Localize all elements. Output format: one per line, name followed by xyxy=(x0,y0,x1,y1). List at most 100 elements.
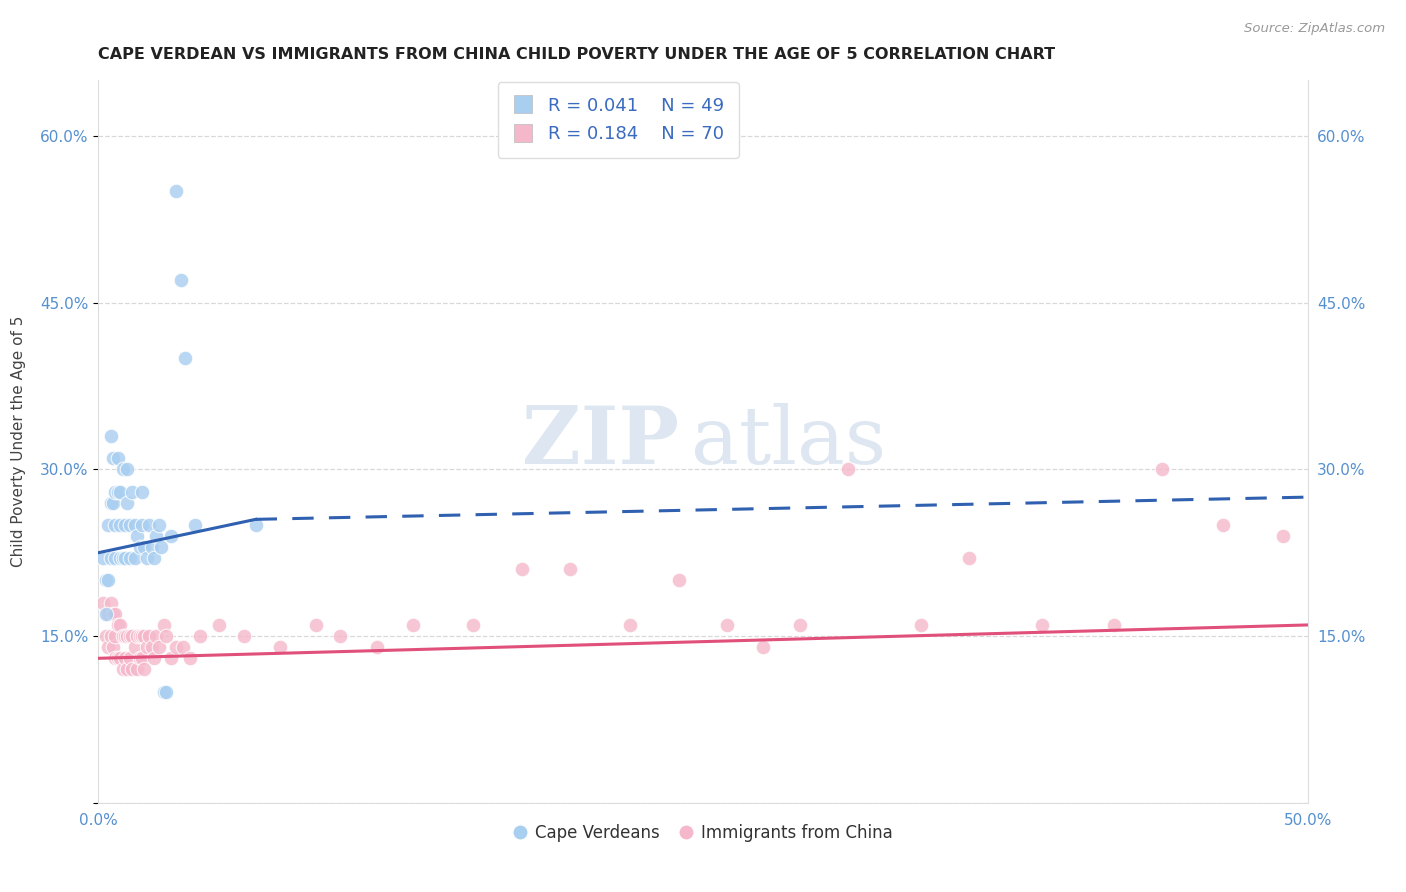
Point xyxy=(111,462,134,476)
Point xyxy=(165,640,187,655)
Point xyxy=(104,651,127,665)
Point xyxy=(107,484,129,499)
Point xyxy=(114,629,136,643)
Legend: Cape Verdeans, Immigrants from China: Cape Verdeans, Immigrants from China xyxy=(506,817,900,848)
Point xyxy=(131,484,153,499)
Point xyxy=(117,629,139,643)
Point xyxy=(100,551,122,566)
Text: ZIP: ZIP xyxy=(522,402,679,481)
Point xyxy=(118,629,141,643)
Point xyxy=(837,462,859,476)
Point xyxy=(121,484,143,499)
Point xyxy=(668,574,690,588)
Point xyxy=(143,551,166,566)
Point xyxy=(134,540,156,554)
Point xyxy=(107,618,129,632)
Point xyxy=(101,607,124,621)
Point xyxy=(124,640,146,655)
Point xyxy=(117,462,139,476)
Point xyxy=(172,640,194,655)
Point xyxy=(97,517,120,532)
Point xyxy=(114,651,136,665)
Point xyxy=(510,562,533,576)
Point xyxy=(135,640,157,655)
Text: Source: ZipAtlas.com: Source: ZipAtlas.com xyxy=(1244,22,1385,36)
Point xyxy=(135,551,157,566)
Point xyxy=(127,529,149,543)
Point xyxy=(97,640,120,655)
Point xyxy=(94,607,117,621)
Point xyxy=(152,618,174,632)
Point xyxy=(138,517,160,532)
Point xyxy=(128,651,150,665)
Point xyxy=(232,629,254,643)
Point xyxy=(128,629,150,643)
Point xyxy=(160,651,183,665)
Point xyxy=(141,640,163,655)
Text: atlas: atlas xyxy=(690,402,886,481)
Point xyxy=(114,551,136,566)
Point xyxy=(1152,462,1174,476)
Point xyxy=(131,517,153,532)
Point xyxy=(91,551,114,566)
Point xyxy=(91,596,114,610)
Text: CAPE VERDEAN VS IMMIGRANTS FROM CHINA CHILD POVERTY UNDER THE AGE OF 5 CORRELATI: CAPE VERDEAN VS IMMIGRANTS FROM CHINA CH… xyxy=(98,47,1056,62)
Point xyxy=(104,517,127,532)
Point xyxy=(128,540,150,554)
Point xyxy=(752,640,775,655)
Point xyxy=(160,529,183,543)
Point xyxy=(910,618,932,632)
Point xyxy=(104,484,127,499)
Point xyxy=(619,618,641,632)
Point xyxy=(188,629,211,643)
Point xyxy=(155,629,177,643)
Point xyxy=(174,351,197,366)
Point xyxy=(94,574,117,588)
Point xyxy=(305,618,328,632)
Point xyxy=(97,607,120,621)
Point xyxy=(148,640,170,655)
Point xyxy=(957,551,980,566)
Point xyxy=(134,629,156,643)
Point xyxy=(104,551,127,566)
Point xyxy=(131,629,153,643)
Point xyxy=(108,551,131,566)
Point xyxy=(94,629,117,643)
Point xyxy=(245,517,267,532)
Point xyxy=(155,684,177,698)
Point xyxy=(108,484,131,499)
Point xyxy=(184,517,207,532)
Point xyxy=(131,651,153,665)
Point xyxy=(118,517,141,532)
Point xyxy=(121,662,143,676)
Point xyxy=(111,551,134,566)
Point xyxy=(118,651,141,665)
Point xyxy=(101,496,124,510)
Point xyxy=(558,562,581,576)
Point xyxy=(145,629,167,643)
Point xyxy=(111,629,134,643)
Point xyxy=(789,618,811,632)
Y-axis label: Child Poverty Under the Age of 5: Child Poverty Under the Age of 5 xyxy=(11,316,27,567)
Point xyxy=(124,517,146,532)
Point xyxy=(716,618,738,632)
Point xyxy=(463,618,485,632)
Point xyxy=(117,496,139,510)
Point xyxy=(101,451,124,466)
Point xyxy=(107,651,129,665)
Point xyxy=(1031,618,1053,632)
Point xyxy=(107,451,129,466)
Point xyxy=(114,517,136,532)
Point xyxy=(117,662,139,676)
Point xyxy=(100,629,122,643)
Point xyxy=(97,574,120,588)
Point xyxy=(121,629,143,643)
Point xyxy=(1212,517,1234,532)
Point xyxy=(179,651,201,665)
Point xyxy=(104,629,127,643)
Point xyxy=(165,185,187,199)
Point xyxy=(1102,618,1125,632)
Point xyxy=(329,629,352,643)
Point xyxy=(208,618,231,632)
Point xyxy=(127,629,149,643)
